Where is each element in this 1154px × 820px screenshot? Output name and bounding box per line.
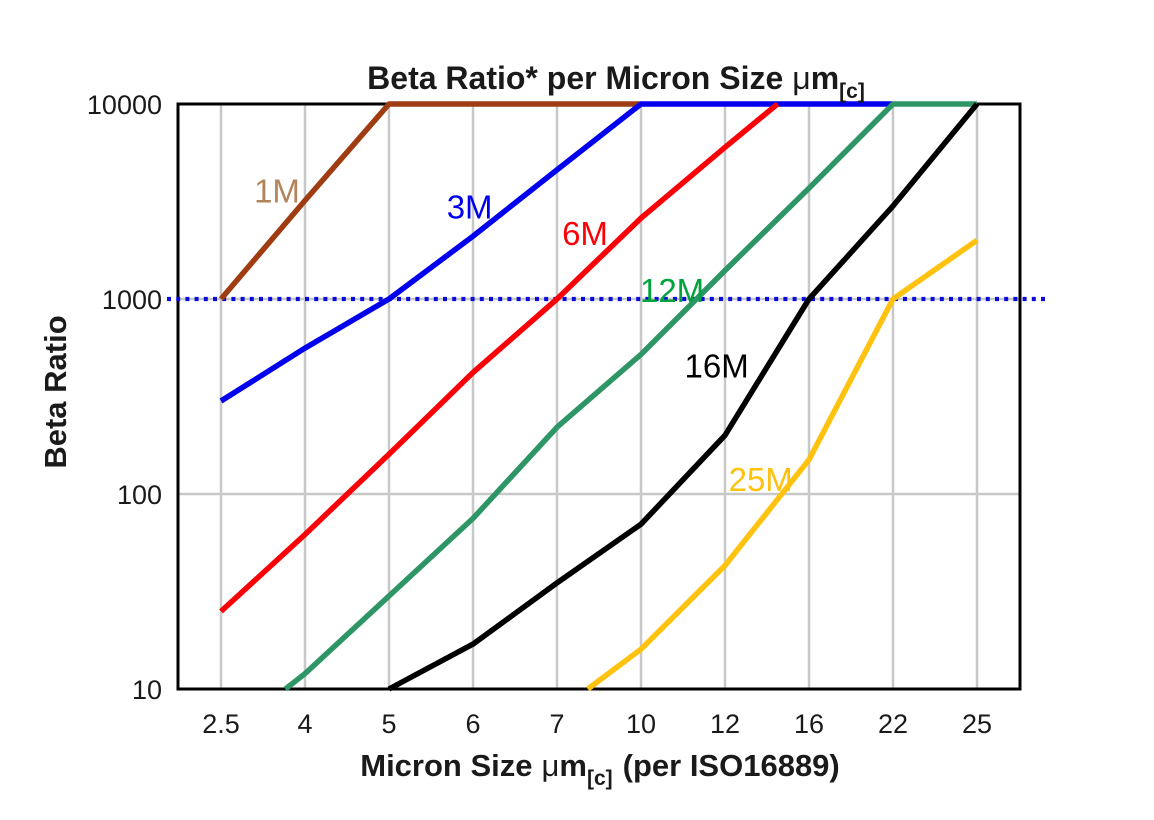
series-label-12M: 12M	[640, 272, 704, 309]
x-tick-label: 7	[549, 709, 564, 739]
y-tick-label: 1000	[102, 285, 162, 315]
x-tick-label: 12	[710, 709, 740, 739]
plot-area: 1M 3M 6M 12M 16M 25M 10 100 1000 10000 2.5 4 5 6 7 10 12…	[87, 90, 1045, 739]
x-tick-label: 25	[962, 709, 992, 739]
x-tick-label: 4	[297, 709, 312, 739]
x-tick-label: 16	[794, 709, 824, 739]
x-tick-label: 5	[381, 709, 396, 739]
x-tick-label: 10	[626, 709, 656, 739]
x-tick-label: 6	[465, 709, 480, 739]
series-label-6M: 6M	[562, 215, 608, 252]
series-line-16M	[387, 102, 980, 692]
y-tick-label: 10000	[87, 90, 162, 120]
series-label-25M: 25M	[729, 461, 793, 498]
series-line-3M	[219, 101, 893, 404]
chart-title: Beta Ratio* per Micron Size μm[c]	[367, 60, 865, 103]
y-tick-label: 10	[132, 675, 162, 705]
x-tick-label: 22	[878, 709, 908, 739]
series-line-25M	[586, 238, 979, 692]
series-line-12M	[283, 101, 977, 692]
x-axis-title: Micron Size μm[c] (per ISO16889)	[360, 748, 840, 790]
series-line-6M	[219, 101, 780, 614]
series-label-3M: 3M	[447, 188, 493, 225]
y-axis-title: Beta Ratio	[38, 315, 73, 468]
x-tick-label: 2.5	[202, 709, 240, 739]
series-line-1M	[218, 101, 641, 301]
series-label-1M: 1M	[254, 173, 300, 210]
series-label-16M: 16M	[684, 348, 748, 385]
y-tick-label: 100	[117, 480, 162, 510]
